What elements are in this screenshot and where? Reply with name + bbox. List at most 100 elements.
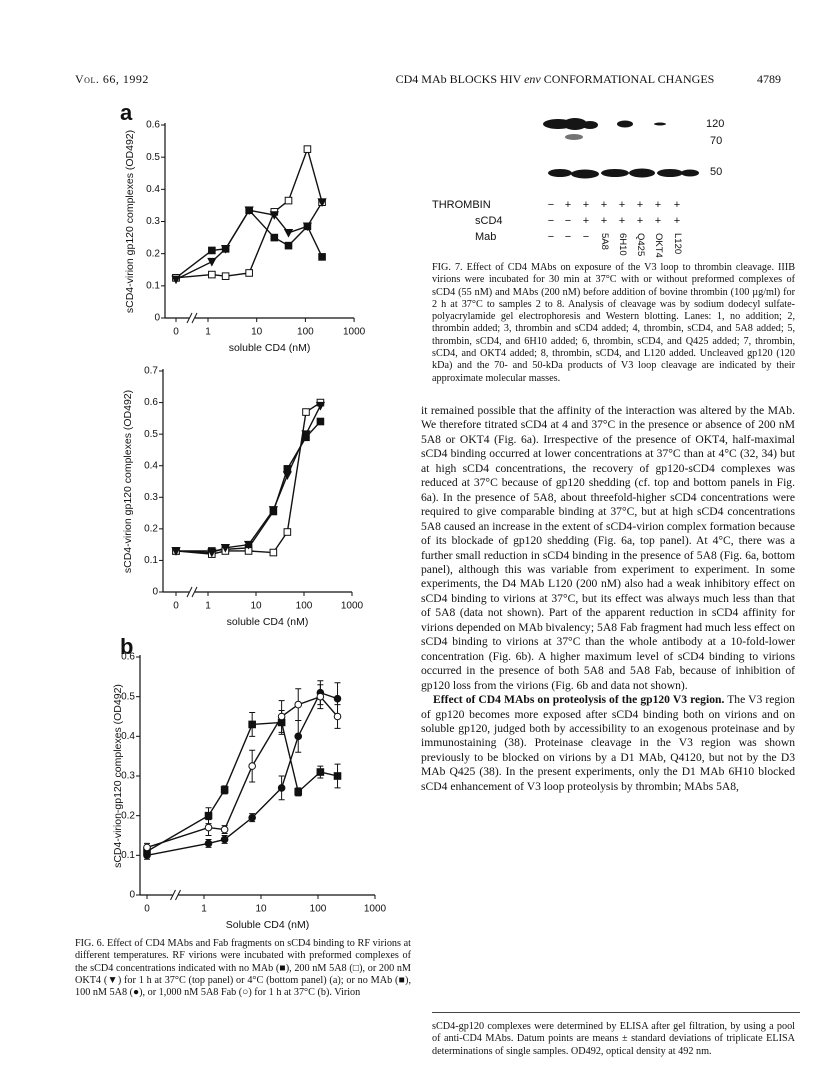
y-axis-label: sCD4-virion gp120 complexes (OD492) <box>122 390 134 573</box>
series-line <box>175 209 323 279</box>
x-tick-label: 10 <box>255 904 267 915</box>
data-point <box>301 430 311 440</box>
data-point <box>143 851 151 860</box>
x-tick-label: 1000 <box>364 904 387 915</box>
axis-break <box>191 586 198 598</box>
x-tick-label: 100 <box>296 601 313 612</box>
data-point <box>220 835 229 844</box>
panel-label: a <box>120 100 133 125</box>
band <box>657 169 683 177</box>
data-point <box>221 272 230 280</box>
data-point <box>294 732 303 741</box>
data-point <box>248 762 256 770</box>
band <box>582 121 598 129</box>
lane-sign: + <box>600 199 608 211</box>
data-point <box>171 547 181 556</box>
y-tick-label: 0.3 <box>144 492 158 503</box>
series-line <box>146 721 338 852</box>
data-point <box>248 813 256 822</box>
row-label: THROMBIN <box>432 199 491 211</box>
lane-sign: + <box>673 199 681 211</box>
lane-sign: + <box>564 199 572 211</box>
data-point <box>284 196 293 205</box>
data-point <box>277 712 286 721</box>
data-point <box>282 471 292 481</box>
data-point <box>220 544 230 553</box>
x-tick-label: 0 <box>173 327 179 338</box>
figure-6-caption: FIG. 6. Effect of CD4 MAbs and Fab fragm… <box>75 938 411 999</box>
data-point <box>283 228 294 238</box>
data-point <box>208 246 216 255</box>
data-point <box>208 270 216 279</box>
data-point <box>220 825 229 834</box>
lane-sign: + <box>618 199 626 211</box>
y-tick-label: 0.2 <box>144 523 158 534</box>
band <box>563 118 587 130</box>
x-tick-label: 10 <box>251 327 263 338</box>
lane-sign: − <box>564 215 572 227</box>
data-point <box>171 275 181 285</box>
data-point <box>269 548 278 557</box>
lane-sign: + <box>673 215 681 227</box>
x-axis-label: soluble CD4 (nM) <box>227 616 309 628</box>
data-point <box>316 417 325 426</box>
lane-sign: + <box>582 215 590 227</box>
series-line <box>175 405 322 554</box>
y-tick-label: 0 <box>152 587 158 598</box>
band-label: 120 <box>706 118 725 130</box>
data-point <box>248 720 256 729</box>
data-point <box>316 768 325 776</box>
data-point <box>283 465 292 473</box>
caption-text: Effect of CD4 MAbs on exposure of the V3… <box>432 262 796 384</box>
axis-break <box>191 312 198 324</box>
data-point <box>294 788 303 796</box>
axis-break <box>170 889 176 901</box>
paragraph-text: The V3 region of gp120 becomes more expo… <box>421 693 795 793</box>
axis-break <box>175 889 181 901</box>
y-tick-label: 0 <box>129 890 135 901</box>
gel-blot <box>543 118 699 179</box>
y-tick-label: 0.3 <box>121 771 135 782</box>
page-number: 4789 <box>757 72 781 86</box>
data-point <box>317 198 327 208</box>
band <box>548 169 572 177</box>
data-point <box>204 811 213 820</box>
series-line <box>146 691 338 857</box>
title-part: CONFORMATIONAL CHANGES <box>540 72 715 86</box>
y-tick-label: 0.6 <box>121 652 135 663</box>
y-tick-label: 0.7 <box>144 366 158 377</box>
x-tick-label: 0 <box>173 601 179 612</box>
lane-label: 5A8 <box>599 233 610 250</box>
caption-label: FIG. 7. <box>432 262 463 273</box>
x-tick-label: 1 <box>205 327 211 338</box>
y-tick-label: 0.5 <box>144 429 158 440</box>
lane-sign: − <box>547 231 555 243</box>
data-point <box>270 233 279 242</box>
lane-sign: + <box>636 199 644 211</box>
data-point <box>333 712 342 721</box>
data-point <box>277 784 286 792</box>
lane-label: OKT4 <box>653 233 664 258</box>
series-line <box>176 421 321 552</box>
lane-sign: + <box>618 215 626 227</box>
lane-label: 6H10 <box>617 233 628 256</box>
y-tick-label: 0.4 <box>121 731 135 742</box>
y-tick-label: 0.6 <box>146 120 160 131</box>
axis-break-gap <box>172 893 179 897</box>
x-tick-label: 1 <box>205 601 211 612</box>
lane-sign: − <box>564 231 572 243</box>
y-tick-label: 0 <box>154 313 160 324</box>
data-point <box>204 823 213 832</box>
x-tick-label: 100 <box>310 904 327 915</box>
data-point <box>316 692 325 701</box>
data-point <box>207 257 217 267</box>
data-point <box>244 206 254 216</box>
lane-sign: + <box>654 199 662 211</box>
lane-sign: + <box>582 199 590 211</box>
x-tick-label: 10 <box>250 601 262 612</box>
band <box>565 134 583 140</box>
title-part: CD4 MAb BLOCKS HIV <box>395 72 525 86</box>
caption-text: Effect of CD4 MAbs and Fab fragments on … <box>75 938 412 999</box>
data-point <box>333 694 342 703</box>
x-tick-label: 1 <box>201 904 207 915</box>
